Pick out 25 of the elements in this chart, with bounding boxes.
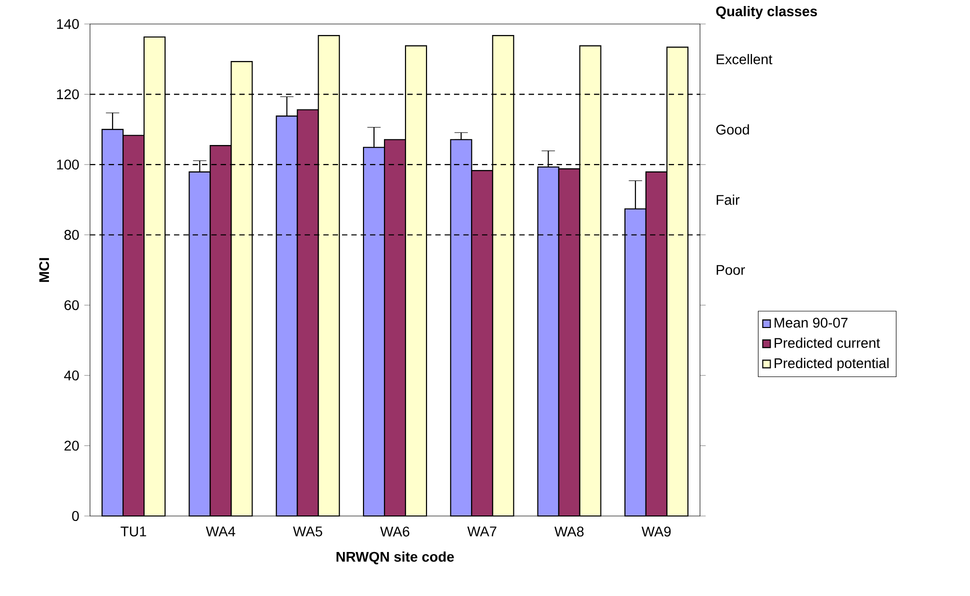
legend-label: Predicted current	[774, 338, 880, 348]
x-tick-label: WA8	[554, 526, 584, 537]
text: Quality classes	[716, 6, 817, 20]
y-tick-label: 120	[57, 89, 79, 100]
x-tick-label: TU1	[120, 526, 146, 536]
x-axis-title: NRWQN site code	[336, 551, 454, 564]
text: Fair	[716, 194, 740, 205]
x-tick-label: WA6	[380, 526, 410, 537]
x-tick-label: WA4	[206, 526, 236, 536]
y-tick-label: 20	[64, 440, 79, 451]
text: Excellent	[716, 54, 772, 64]
y-axis-title: MCI	[39, 258, 50, 282]
x-tick-label: WA5	[293, 526, 322, 536]
y-tick-label: 40	[64, 370, 79, 380]
x-tick-label: WA9	[642, 526, 671, 537]
y-tick-label: 100	[57, 160, 79, 170]
y-tick-label: 0	[72, 511, 79, 521]
y-tick-label: 80	[64, 230, 79, 240]
y-tick-label: 140	[57, 19, 79, 29]
text: Good	[716, 124, 749, 135]
y-tick-label: 60	[64, 300, 79, 310]
text: Poor	[716, 265, 745, 275]
legend-label: Predicted potential	[774, 358, 889, 371]
legend-label: Mean 90-07	[774, 318, 848, 328]
x-tick-label: WA7	[467, 526, 496, 536]
